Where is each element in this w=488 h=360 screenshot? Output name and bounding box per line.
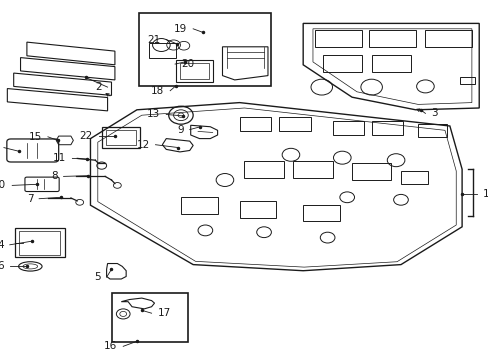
Bar xyxy=(239,117,271,131)
Text: 8: 8 xyxy=(51,171,58,181)
Text: 1: 1 xyxy=(482,189,488,199)
Bar xyxy=(303,205,339,221)
Bar xyxy=(19,231,60,255)
Text: 6: 6 xyxy=(0,261,4,271)
Text: 5: 5 xyxy=(94,272,101,282)
Bar xyxy=(400,171,427,184)
Text: 4: 4 xyxy=(0,240,4,250)
Bar xyxy=(417,124,447,137)
Bar xyxy=(278,117,310,131)
Text: 10: 10 xyxy=(0,180,6,190)
Text: 7: 7 xyxy=(26,194,33,204)
Text: 17: 17 xyxy=(157,308,170,318)
Bar xyxy=(315,30,361,47)
Text: 12: 12 xyxy=(136,140,149,150)
Text: 9: 9 xyxy=(177,125,183,135)
Text: 20: 20 xyxy=(181,59,194,69)
Bar xyxy=(293,161,332,178)
Bar xyxy=(368,30,415,47)
Text: 22: 22 xyxy=(80,131,93,141)
Text: 15: 15 xyxy=(29,132,42,142)
Bar xyxy=(239,201,276,218)
Text: 13: 13 xyxy=(147,109,160,120)
Bar xyxy=(149,43,176,58)
Bar xyxy=(459,77,474,84)
Text: 16: 16 xyxy=(104,341,117,351)
Text: 19: 19 xyxy=(174,24,187,34)
Bar xyxy=(332,121,364,135)
Bar xyxy=(105,130,136,145)
Bar xyxy=(181,197,217,214)
Bar xyxy=(112,293,188,342)
Bar xyxy=(351,163,390,180)
Text: 21: 21 xyxy=(147,35,160,45)
Bar xyxy=(15,228,64,257)
Bar xyxy=(244,161,283,178)
Bar xyxy=(371,121,403,135)
Text: 11: 11 xyxy=(53,153,66,163)
Bar xyxy=(176,60,212,82)
Bar xyxy=(180,63,209,79)
Bar xyxy=(371,55,410,72)
Text: 2: 2 xyxy=(95,82,102,92)
Bar xyxy=(139,13,271,86)
Bar xyxy=(102,127,140,148)
Text: 18: 18 xyxy=(151,86,164,96)
Bar xyxy=(322,55,361,72)
Bar xyxy=(425,30,471,47)
Text: 3: 3 xyxy=(430,108,437,118)
